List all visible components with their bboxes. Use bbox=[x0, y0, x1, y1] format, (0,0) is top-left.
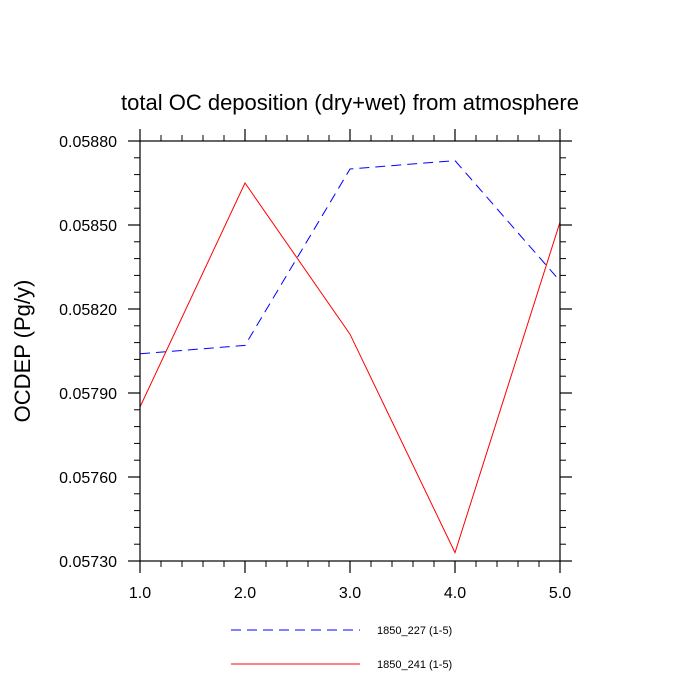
y-tick-label: 0.05790 bbox=[59, 386, 117, 403]
ticks: 1.0 2.0 3.0 4.0 5.0 0.05730 0.05760 0.05790 0.05… bbox=[59, 129, 572, 602]
y-tick-label: 0.05820 bbox=[59, 302, 117, 319]
chart-title: total OC deposition (dry+wet) from atmos… bbox=[121, 90, 579, 115]
x-tick-label: 5.0 bbox=[549, 585, 571, 602]
y-tick-label: 0.05760 bbox=[59, 470, 117, 487]
x-tick-label: 1.0 bbox=[129, 585, 151, 602]
y-tick-label: 0.05880 bbox=[59, 134, 117, 151]
legend: 1850_227 (1-5) 1850_241 (1-5) bbox=[231, 625, 452, 671]
series-line-2 bbox=[139, 182, 561, 554]
x-tick-label: 2.0 bbox=[234, 585, 256, 602]
legend-label-2: 1850_241 (1-5) bbox=[377, 659, 452, 671]
series bbox=[139, 160, 561, 554]
plot-frame bbox=[139, 140, 561, 562]
x-tick-label: 3.0 bbox=[339, 585, 361, 602]
y-axis-label: OCDEP (Pg/y) bbox=[10, 280, 35, 423]
x-tick-label: 4.0 bbox=[444, 585, 466, 602]
y-tick-label: 0.05730 bbox=[59, 554, 117, 571]
series-line-1 bbox=[139, 160, 561, 355]
legend-label-1: 1850_227 (1-5) bbox=[377, 625, 452, 637]
y-tick-label: 0.05850 bbox=[59, 218, 117, 235]
